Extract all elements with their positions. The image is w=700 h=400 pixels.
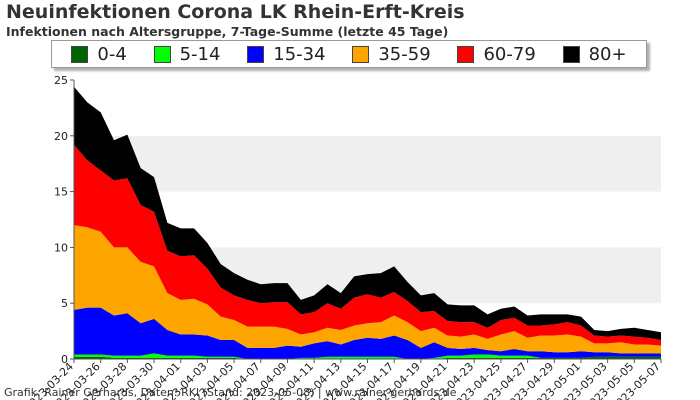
legend-label-60-79: 60-79: [483, 43, 536, 65]
area-series-80plus: [74, 86, 661, 341]
legend-swatch-0-4: [71, 45, 89, 63]
area-series-0-4: [74, 356, 661, 359]
area-series-35-59: [74, 225, 661, 354]
legend-swatch-5-14: [153, 45, 171, 63]
legend-swatch-15-34: [247, 45, 265, 63]
legend-item-0-4: 0-4: [71, 43, 127, 65]
chart-footer: Grafik: Rainer Gerhards, Daten: RKI (Sta…: [4, 386, 457, 399]
legend-item-35-59: 35-59: [352, 43, 431, 65]
area-series-5-14: [74, 353, 661, 359]
legend-item-80plus: 80+: [562, 43, 627, 65]
grid-band: [74, 135, 661, 192]
chart-title: Neuinfektionen Corona LK Rhein-Erft-Krei…: [6, 1, 465, 23]
legend-swatch-35-59: [352, 45, 370, 63]
y-tick-label: 15: [54, 186, 68, 199]
chart-legend: 0-4 5-14 15-34 35-59 60-79 80+: [51, 40, 647, 68]
legend-swatch-80plus: [562, 45, 580, 63]
legend-label-5-14: 5-14: [179, 43, 221, 65]
y-tick-label: 20: [54, 130, 68, 143]
legend-swatch-60-79: [457, 45, 475, 63]
legend-label-80plus: 80+: [588, 43, 627, 65]
legend-item-15-34: 15-34: [247, 43, 326, 65]
y-tick-label: 25: [54, 74, 68, 87]
legend-item-5-14: 5-14: [153, 43, 221, 65]
legend-item-60-79: 60-79: [457, 43, 536, 65]
y-tick-label: 5: [61, 297, 68, 310]
chart-subtitle: Infektionen nach Altersgruppe, 7-Tage-Su…: [6, 24, 449, 39]
y-tick-label: 0: [61, 353, 68, 366]
area-series-60-79: [74, 144, 661, 346]
legend-label-15-34: 15-34: [273, 43, 326, 65]
legend-label-0-4: 0-4: [97, 43, 127, 65]
area-series-15-34: [74, 307, 661, 359]
legend-label-35-59: 35-59: [378, 43, 431, 65]
y-tick-label: 10: [54, 241, 68, 254]
